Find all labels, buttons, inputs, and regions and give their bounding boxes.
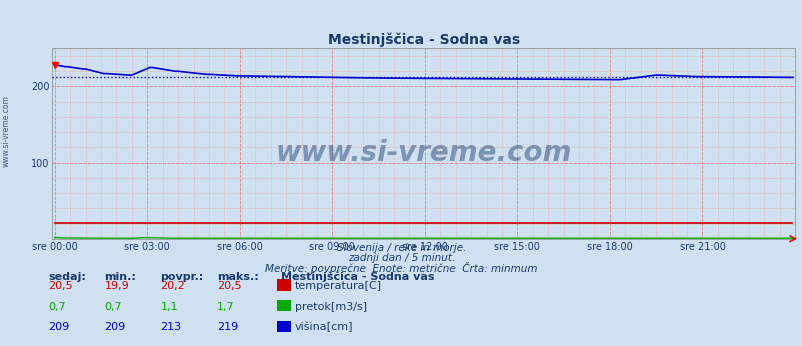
Text: Mestinjščica - Sodna vas: Mestinjščica - Sodna vas xyxy=(281,272,434,282)
Text: Slovenija / reke in morje.: Slovenija / reke in morje. xyxy=(336,243,466,253)
Text: 0,7: 0,7 xyxy=(104,302,122,312)
Text: 20,5: 20,5 xyxy=(48,281,73,291)
Text: 0,7: 0,7 xyxy=(48,302,66,312)
Text: 1,1: 1,1 xyxy=(160,302,178,312)
Title: Mestinjščica - Sodna vas: Mestinjščica - Sodna vas xyxy=(327,33,519,47)
Text: www.si-vreme.com: www.si-vreme.com xyxy=(275,139,571,167)
Text: 20,5: 20,5 xyxy=(217,281,241,291)
Text: 1,7: 1,7 xyxy=(217,302,234,312)
Text: 219: 219 xyxy=(217,322,237,333)
Text: min.:: min.: xyxy=(104,272,136,282)
Text: sedaj:: sedaj: xyxy=(48,272,86,282)
Text: zadnji dan / 5 minut.: zadnji dan / 5 minut. xyxy=(347,253,455,263)
Text: 209: 209 xyxy=(104,322,125,333)
Text: 213: 213 xyxy=(160,322,181,333)
Text: maks.:: maks.: xyxy=(217,272,258,282)
Text: 209: 209 xyxy=(48,322,69,333)
Text: 19,9: 19,9 xyxy=(104,281,129,291)
Text: pretok[m3/s]: pretok[m3/s] xyxy=(294,302,367,312)
Text: povpr.:: povpr.: xyxy=(160,272,204,282)
Text: www.si-vreme.com: www.si-vreme.com xyxy=(2,95,11,167)
Text: temperatura[C]: temperatura[C] xyxy=(294,281,381,291)
Text: 20,2: 20,2 xyxy=(160,281,185,291)
Text: višina[cm]: višina[cm] xyxy=(294,322,353,333)
Text: Meritve: povprečne  Enote: metrične  Črta: minmum: Meritve: povprečne Enote: metrične Črta:… xyxy=(265,262,537,274)
